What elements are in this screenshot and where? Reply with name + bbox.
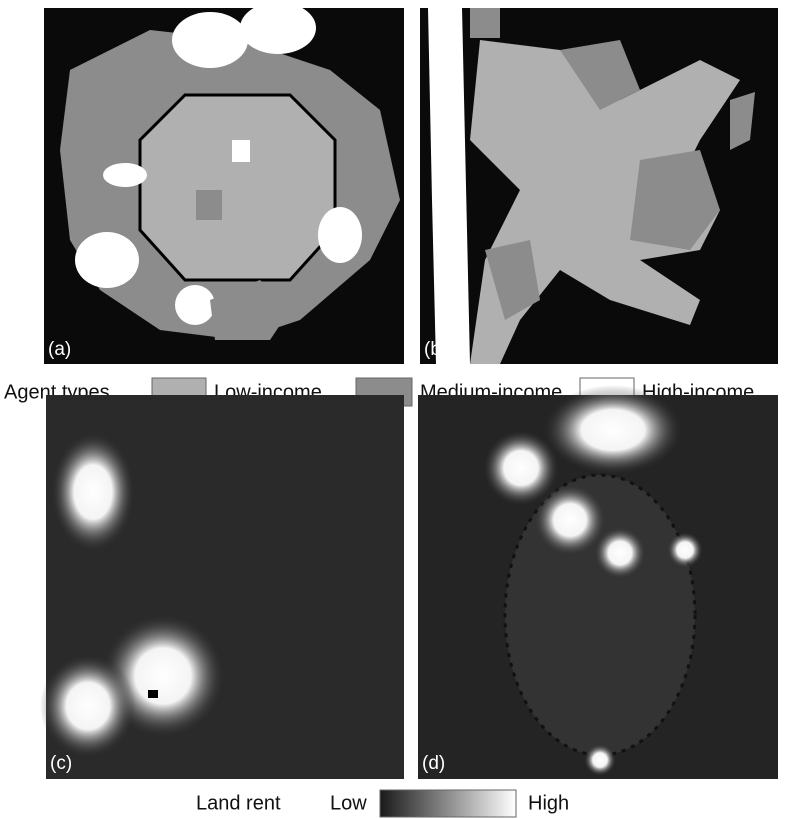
panel-label: (a) [48,339,71,360]
figure: (a) (b) Agent types Low-income Medium-in… [0,0,812,819]
rent-legend: Land rent Low High [196,790,569,817]
panel-label: (c) [50,753,72,774]
panel-d: (d) [418,385,778,779]
rent-gradient [380,790,516,817]
panel-c: (c) [40,395,404,779]
page: {"panels": [{"label": "(a)"}, {"label": … [0,0,812,819]
panel-a: (a) [44,2,404,364]
legend-low: Low [330,792,367,814]
panel-label: (b) [424,339,447,360]
panel-label: (d) [422,753,445,774]
legend-high: High [528,792,569,814]
panel-b: (b) [420,8,778,364]
legend-title: Land rent [196,792,281,814]
